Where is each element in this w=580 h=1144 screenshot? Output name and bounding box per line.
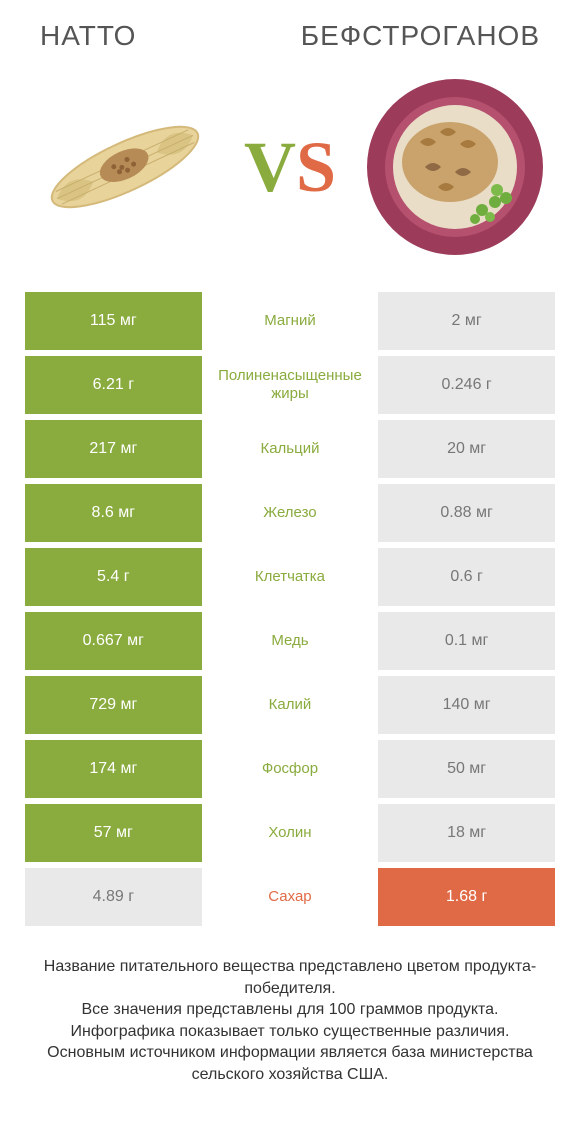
vs-v: V (244, 127, 296, 207)
left-value: 115 мг (25, 292, 202, 350)
nutrient-label: Кальций (202, 420, 379, 478)
table-row: 6.21 гПолиненасыщенные жиры0.246 г (25, 356, 555, 414)
footer-line-3: Инфографика показывает только существенн… (30, 1021, 550, 1043)
footer-line-1: Название питательного вещества представл… (30, 956, 550, 999)
left-value: 8.6 мг (25, 484, 202, 542)
left-value: 6.21 г (25, 356, 202, 414)
nutrient-label: Медь (202, 612, 379, 670)
vs-label: VS (244, 126, 336, 209)
right-food-image (360, 72, 550, 262)
left-value: 217 мг (25, 420, 202, 478)
footer-notes: Название питательного вещества представл… (30, 956, 550, 1086)
left-food-title: НАТТО (40, 20, 136, 52)
nutrient-label: Клетчатка (202, 548, 379, 606)
nutrient-label: Холин (202, 804, 379, 862)
table-row: 57 мгХолин18 мг (25, 804, 555, 862)
table-row: 8.6 мгЖелезо0.88 мг (25, 484, 555, 542)
table-row: 0.667 мгМедь0.1 мг (25, 612, 555, 670)
nutrient-label: Железо (202, 484, 379, 542)
comparison-table: 115 мгМагний2 мг 6.21 гПолиненасыщенные ж… (25, 292, 555, 926)
right-value: 1.68 г (378, 868, 555, 926)
table-row: 729 мгКалий140 мг (25, 676, 555, 734)
left-value: 729 мг (25, 676, 202, 734)
right-value: 2 мг (378, 292, 555, 350)
header: НАТТО БЕФСТРОГАНОВ (0, 0, 580, 62)
left-value: 57 мг (25, 804, 202, 862)
right-value: 18 мг (378, 804, 555, 862)
hero-row: VS (0, 62, 580, 282)
table-row: 115 мгМагний2 мг (25, 292, 555, 350)
table-row: 217 мгКальций20 мг (25, 420, 555, 478)
vs-s: S (296, 127, 336, 207)
right-value: 0.246 г (378, 356, 555, 414)
right-value: 0.6 г (378, 548, 555, 606)
right-value: 0.88 мг (378, 484, 555, 542)
table-row: 5.4 гКлетчатка0.6 г (25, 548, 555, 606)
nutrient-label: Сахар (202, 868, 379, 926)
left-value: 174 мг (25, 740, 202, 798)
nutrient-label: Магний (202, 292, 379, 350)
footer-line-2: Все значения представлены для 100 граммо… (30, 999, 550, 1021)
left-food-image (30, 72, 220, 262)
right-value: 50 мг (378, 740, 555, 798)
table-row: 4.89 гСахар1.68 г (25, 868, 555, 926)
right-value: 20 мг (378, 420, 555, 478)
nutrient-label: Фосфор (202, 740, 379, 798)
right-food-title: БЕФСТРОГАНОВ (301, 20, 540, 52)
right-value: 140 мг (378, 676, 555, 734)
left-value: 4.89 г (25, 868, 202, 926)
table-row: 174 мгФосфор50 мг (25, 740, 555, 798)
nutrient-label: Полиненасыщенные жиры (202, 356, 379, 414)
footer-line-4: Основным источником информации является … (30, 1042, 550, 1085)
nutrient-label: Калий (202, 676, 379, 734)
left-value: 5.4 г (25, 548, 202, 606)
left-value: 0.667 мг (25, 612, 202, 670)
right-value: 0.1 мг (378, 612, 555, 670)
